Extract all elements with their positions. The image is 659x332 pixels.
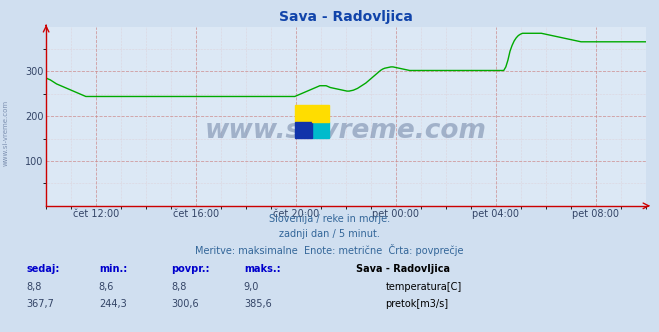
Text: min.:: min.: [99,264,127,274]
Text: maks.:: maks.: [244,264,281,274]
Title: Sava - Radovljica: Sava - Radovljica [279,10,413,24]
Text: Slovenija / reke in morje.: Slovenija / reke in morje. [269,214,390,224]
Text: Sava - Radovljica: Sava - Radovljica [356,264,450,274]
Bar [312,106,329,122]
Text: www.si-vreme.com: www.si-vreme.com [205,118,487,143]
Text: 367,7: 367,7 [26,299,54,309]
Text: 8,8: 8,8 [171,282,186,292]
Bar [295,122,312,138]
Text: 385,6: 385,6 [244,299,272,309]
Bar [312,122,329,138]
Text: povpr.:: povpr.: [171,264,210,274]
Text: sedaj:: sedaj: [26,264,60,274]
Text: pretok[m3/s]: pretok[m3/s] [386,299,449,309]
Text: 9,0: 9,0 [244,282,259,292]
Text: Meritve: maksimalne  Enote: metrične  Črta: povprečje: Meritve: maksimalne Enote: metrične Črta… [195,244,464,256]
Text: 300,6: 300,6 [171,299,199,309]
Text: 244,3: 244,3 [99,299,127,309]
Text: 8,8: 8,8 [26,282,42,292]
Text: www.si-vreme.com: www.si-vreme.com [2,100,9,166]
Text: zadnji dan / 5 minut.: zadnji dan / 5 minut. [279,229,380,239]
Text: 8,6: 8,6 [99,282,114,292]
Text: temperatura[C]: temperatura[C] [386,282,462,292]
Bar [295,106,312,122]
